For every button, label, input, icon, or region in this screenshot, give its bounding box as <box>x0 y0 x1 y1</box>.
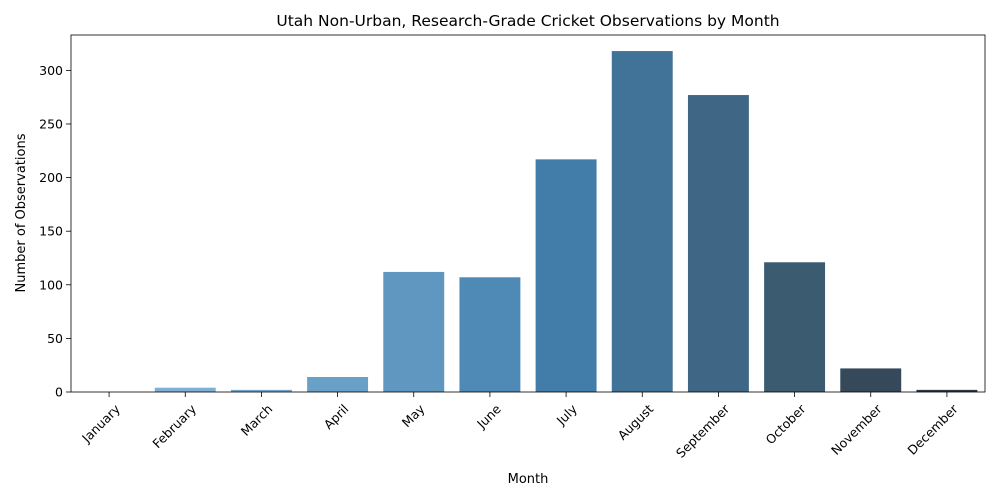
bar-september <box>687 95 749 392</box>
y-tick-label: 100 <box>39 277 63 292</box>
x-tick-label-december: December <box>904 401 961 458</box>
y-axis: 0 50 100 150 200 250 300 <box>39 63 71 400</box>
x-axis: January February March April May June July Augu… <box>78 392 961 461</box>
y-tick-label: 200 <box>39 170 63 185</box>
x-tick-label-july: July <box>553 401 581 429</box>
x-tick-label-october: October <box>763 401 810 448</box>
bar-december <box>916 389 978 392</box>
bar-february <box>154 387 216 392</box>
y-tick-label: 50 <box>47 331 63 346</box>
x-tick-label-august: August <box>615 401 657 443</box>
plot-frame <box>70 34 986 393</box>
x-tick-label-june: June <box>473 401 504 432</box>
bar-may <box>383 271 445 392</box>
y-axis-title: Number of Observations <box>14 133 29 292</box>
bar-november <box>840 368 902 392</box>
x-tick-label-november: November <box>828 401 885 458</box>
bar-april <box>307 376 369 392</box>
chart-title: Utah Non-Urban, Research-Grade Cricket O… <box>276 12 779 30</box>
bar-august <box>611 51 673 392</box>
y-tick-label: 250 <box>39 116 63 131</box>
x-tick-label-february: February <box>149 401 199 451</box>
y-tick-label: 150 <box>39 224 63 239</box>
x-tick-label-march: March <box>238 401 276 439</box>
bar-october <box>764 262 826 392</box>
x-tick-label-may: May <box>399 401 428 430</box>
y-tick-label: 300 <box>39 63 63 78</box>
bar-july <box>535 159 597 392</box>
y-tick-label: 0 <box>55 385 63 400</box>
bar-june <box>459 277 521 392</box>
x-axis-title: Month <box>508 472 549 487</box>
bar-march <box>230 389 292 392</box>
x-tick-label-january: January <box>78 401 123 446</box>
bars-group <box>154 51 978 392</box>
x-tick-label-april: April <box>321 401 352 432</box>
x-tick-label-september: September <box>673 401 733 461</box>
